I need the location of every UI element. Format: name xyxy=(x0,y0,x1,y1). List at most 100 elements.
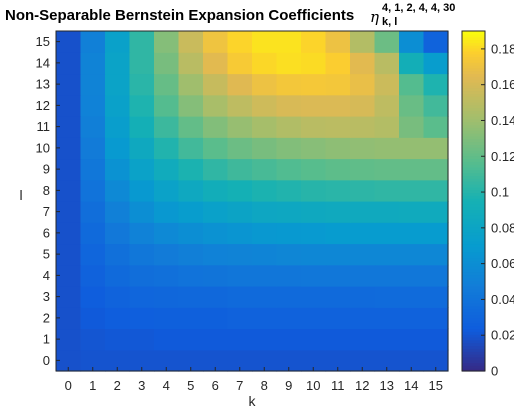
heatmap-cell xyxy=(105,73,131,96)
colorbar-segment xyxy=(462,232,485,236)
colorbar-segment xyxy=(462,206,485,211)
colorbar-segment xyxy=(462,147,485,151)
heatmap-cell xyxy=(399,73,425,96)
heatmap-cell xyxy=(203,201,229,223)
heatmap-cell xyxy=(154,286,180,308)
colorbar-segment xyxy=(462,65,485,69)
heatmap-cell xyxy=(203,31,229,53)
heatmap-cell xyxy=(276,307,302,330)
heatmap-cell xyxy=(374,201,400,223)
heatmap-cell xyxy=(56,73,82,96)
heatmap-cell xyxy=(56,328,82,351)
colorbar-tick-label: 0.1 xyxy=(491,185,509,200)
colorbar-segment xyxy=(462,90,485,94)
heatmap-cell xyxy=(374,286,400,308)
heatmap-cell xyxy=(154,307,180,330)
heatmap-cell xyxy=(399,179,425,202)
heatmap-cell xyxy=(301,52,327,75)
colorbar-segment xyxy=(462,53,485,58)
colorbar-segment xyxy=(462,150,485,154)
heatmap-cell xyxy=(423,179,449,202)
heatmap-cell xyxy=(80,179,106,202)
heatmap-cell xyxy=(325,286,351,308)
heatmap-cell xyxy=(350,116,376,138)
colorbar-segment xyxy=(462,223,485,228)
y-tick-label: 2 xyxy=(43,310,50,325)
colorbar-segment xyxy=(462,48,485,52)
heatmap-cell xyxy=(105,52,131,75)
y-tick-label: 3 xyxy=(43,289,50,304)
heatmap-cell xyxy=(350,179,376,202)
colorbar-segment xyxy=(462,99,485,103)
heatmap-cell xyxy=(325,73,351,96)
colorbar-segment xyxy=(462,308,485,313)
colorbar-segment xyxy=(462,70,485,75)
colorbar-segment xyxy=(462,42,485,46)
heatmap-cell xyxy=(252,264,278,287)
heatmap-cell xyxy=(374,31,400,53)
heatmap-cell xyxy=(227,158,253,181)
colorbar-segment xyxy=(462,348,485,352)
heatmap-cell xyxy=(374,328,400,351)
heatmap-cell xyxy=(325,349,351,372)
plot-frame xyxy=(55,30,449,372)
colorbar-segment xyxy=(462,59,485,63)
colorbar-frame xyxy=(461,30,486,372)
heatmap-cell xyxy=(399,31,425,53)
heatmap-cell xyxy=(350,264,376,287)
heatmap-cell xyxy=(276,158,302,181)
heatmap-cell xyxy=(80,158,106,181)
colorbar-segment xyxy=(462,189,485,194)
colorbar-segment xyxy=(462,229,485,233)
colorbar-segment xyxy=(462,152,485,157)
heatmap-cell xyxy=(423,52,449,75)
heatmap-cell xyxy=(227,73,253,96)
colorbar-segment xyxy=(462,107,485,111)
colorbar-segment xyxy=(462,300,485,304)
heatmap-cell xyxy=(178,137,204,160)
heatmap-cell xyxy=(374,52,400,75)
heatmap-cell xyxy=(80,31,106,53)
x-tick-label: 5 xyxy=(187,378,194,393)
heatmap-cell xyxy=(56,264,82,287)
heatmap-cell xyxy=(301,137,327,160)
colorbar-segment xyxy=(462,186,485,191)
heatmap-cell xyxy=(374,307,400,330)
x-tick-label: 6 xyxy=(212,378,219,393)
colorbar-segment xyxy=(462,84,485,89)
colorbar-segment xyxy=(462,368,485,372)
heatmap-cell xyxy=(105,307,131,330)
heatmap-cell xyxy=(399,286,425,308)
heatmap-cell xyxy=(252,31,278,53)
colorbar-segment xyxy=(462,113,485,117)
heatmap-cell xyxy=(105,137,131,160)
x-tick-label: 1 xyxy=(89,378,96,393)
heatmap-cell xyxy=(56,222,82,245)
colorbar-segment xyxy=(462,237,485,242)
heatmap-cell xyxy=(56,201,82,223)
colorbar-segment xyxy=(462,331,485,335)
colorbar-segment xyxy=(462,158,485,162)
heatmap-cell xyxy=(105,31,131,53)
colorbar-segment xyxy=(462,161,485,165)
heatmap-cell xyxy=(350,31,376,53)
heatmap-cell xyxy=(56,94,82,117)
heatmap-cell xyxy=(80,73,106,96)
colorbar-segment xyxy=(462,198,485,202)
colorbar-segment xyxy=(462,62,485,66)
colorbar-segment xyxy=(462,325,485,330)
heatmap-cell xyxy=(56,307,82,330)
colorbar-segment xyxy=(462,288,485,293)
colorbar-tick-label: 0.08 xyxy=(491,220,514,235)
heatmap-cell xyxy=(301,201,327,223)
heatmap-cell xyxy=(350,158,376,181)
colorbar-segment xyxy=(462,203,485,208)
heatmap-cell xyxy=(252,179,278,202)
colorbar-segment xyxy=(462,181,485,185)
heatmap-cell xyxy=(325,31,351,53)
heatmap-cell xyxy=(276,52,302,75)
colorbar-segment xyxy=(462,218,485,222)
heatmap-cell xyxy=(154,243,180,266)
y-tick-label: 10 xyxy=(36,140,50,155)
colorbar-segment xyxy=(462,178,485,182)
